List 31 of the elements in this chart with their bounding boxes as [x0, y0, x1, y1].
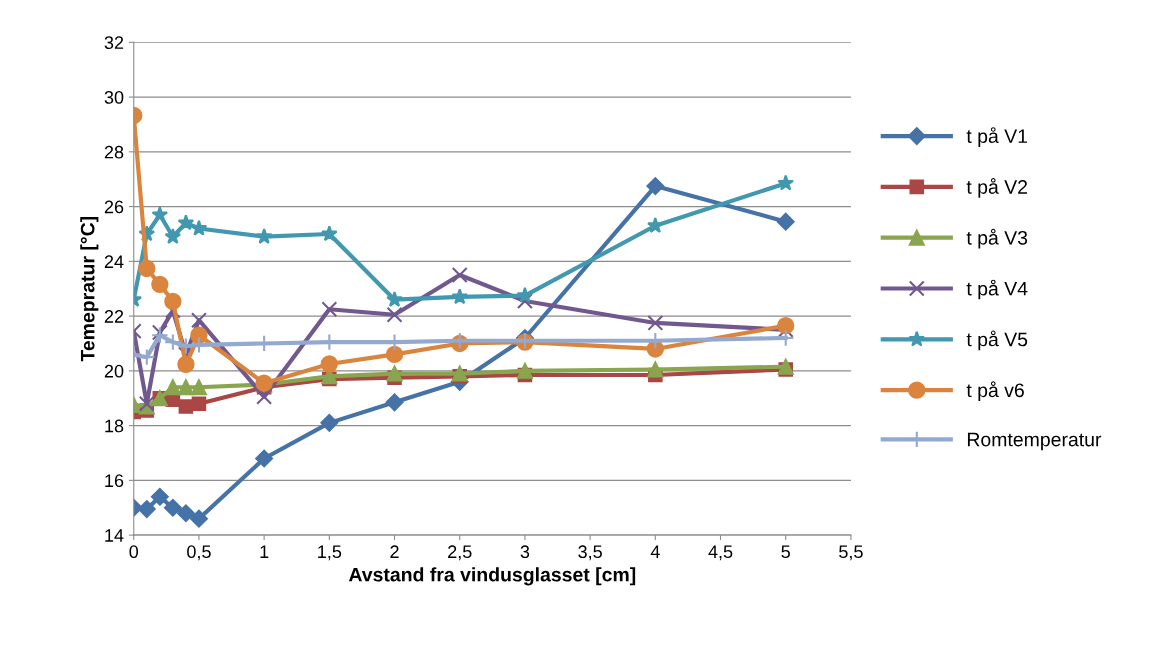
x-tick-label: 3,5: [578, 545, 602, 561]
y-tick-label: 18: [105, 419, 124, 433]
y-tick-label: 30: [104, 91, 124, 104]
legend-label: t på V4: [966, 279, 1028, 300]
legend-label: t på V3: [966, 228, 1028, 249]
x-tick-label: 0,5: [187, 545, 211, 561]
x-tick-label: 2,5: [448, 545, 472, 561]
y-tick-label: 16: [105, 474, 124, 488]
y-tick-label: 32: [104, 36, 124, 50]
legend-label: Romtemperatur: [967, 432, 1102, 451]
y-tick-label: 26: [104, 200, 124, 214]
x-tick-label: 3: [520, 545, 530, 559]
x-tick-label: 1: [260, 545, 269, 558]
y-tick-label: 24: [104, 255, 124, 268]
x-tick-label: 4,5: [708, 545, 733, 561]
y-tick-label: 28: [104, 145, 124, 159]
x-tick-label: 5,5: [839, 545, 863, 561]
legend-label: t på v6: [966, 381, 1024, 401]
x-tick-label: 2: [390, 545, 399, 558]
legend-label: t på V5: [966, 330, 1028, 351]
y-tick-label: 14: [105, 529, 124, 542]
x-tick-label: 5: [781, 545, 790, 559]
y-axis-title: Temepratur [°C]: [80, 216, 99, 362]
x-axis-title: Avstand fra vindusglasset [cm]: [348, 567, 636, 586]
y-tick-label: 22: [104, 310, 124, 323]
x-tick-label: 4: [650, 545, 660, 558]
x-tick-label: 1,5: [318, 545, 342, 561]
legend-label: t på V2: [966, 178, 1028, 198]
legend-label: t på V1: [966, 127, 1028, 147]
y-tick-label: 20: [104, 364, 124, 378]
x-tick-label: 0: [129, 545, 139, 559]
